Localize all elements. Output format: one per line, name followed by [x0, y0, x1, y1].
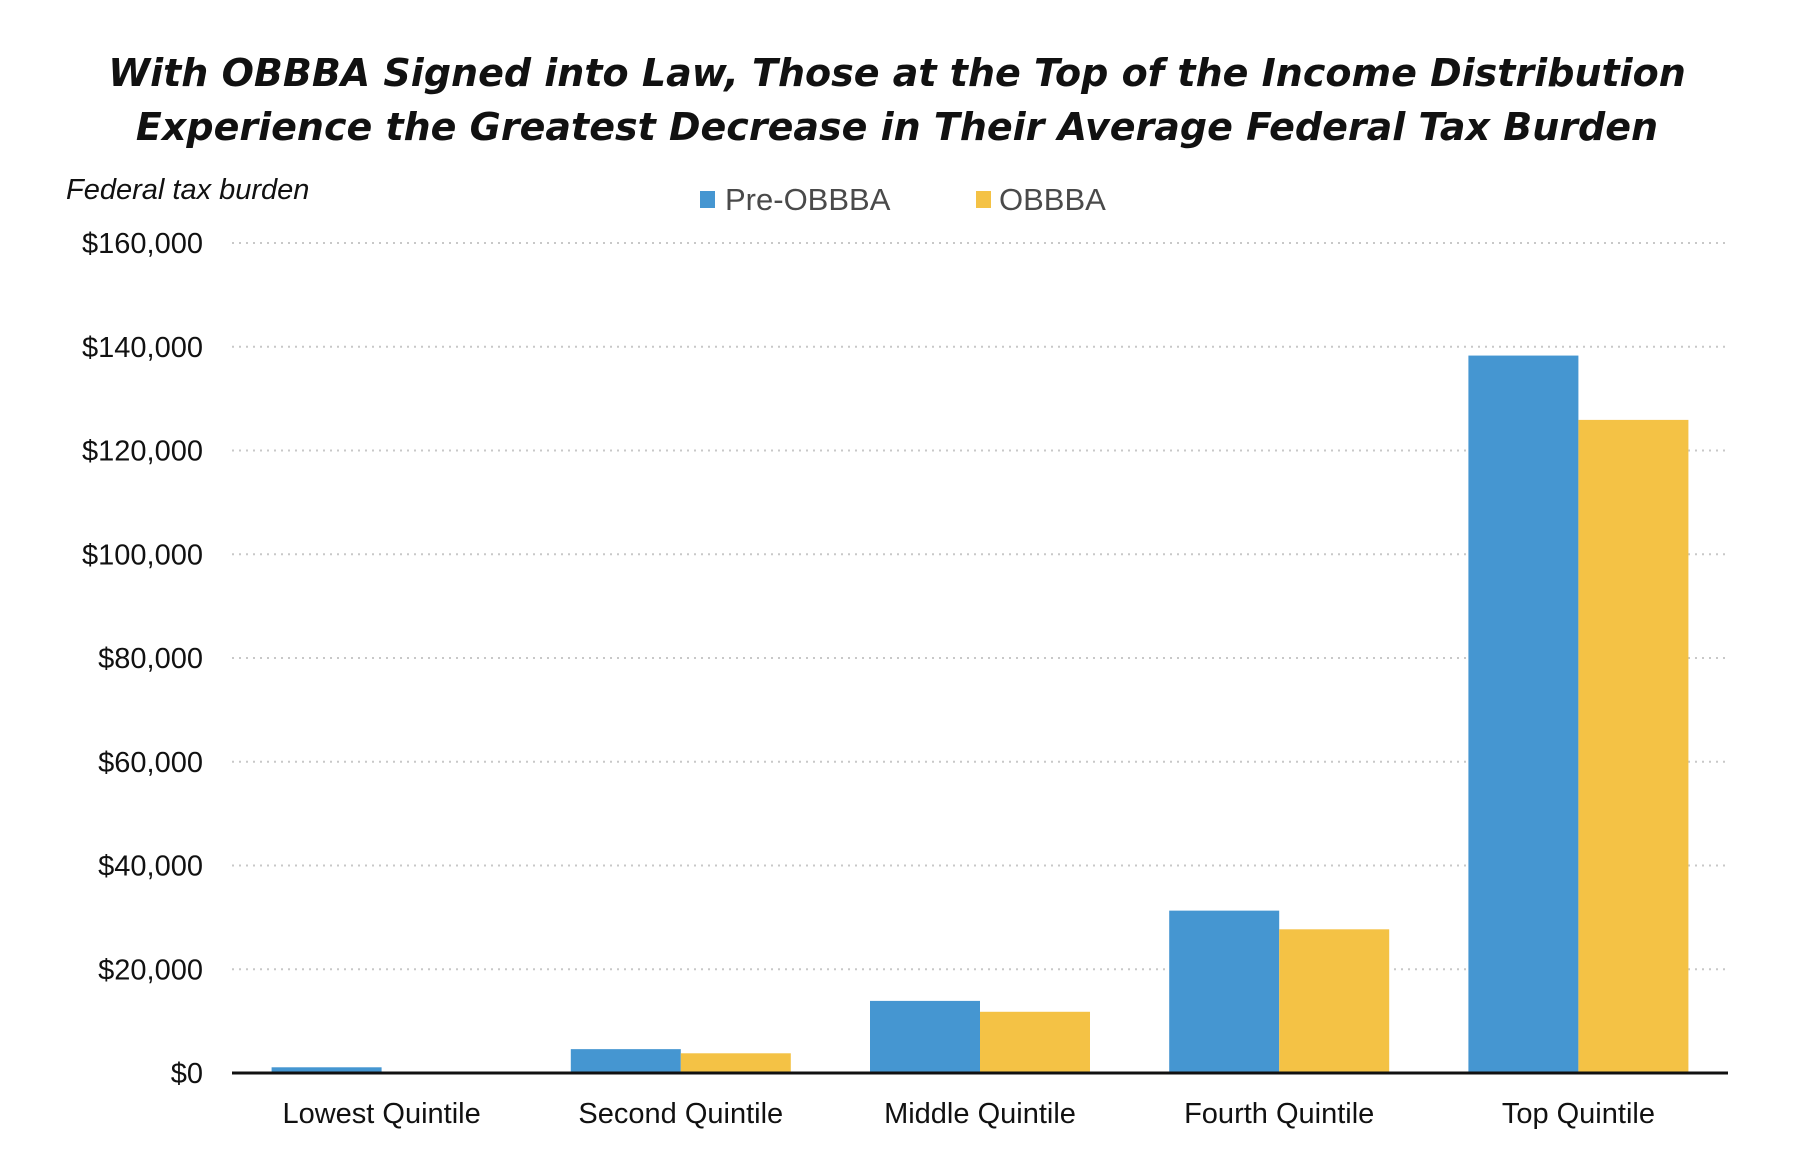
y-axis-ticks: $0 $20,000 $40,000 $60,000 $80,000 $100,000 $1… — [82, 228, 203, 1090]
bar-pre-obbba — [271, 1067, 382, 1073]
y-tick-label: $60,000 — [98, 747, 203, 779]
bar-obbba — [680, 1053, 791, 1073]
x-category-label: Lowest Quintile — [282, 1098, 480, 1130]
y-tick-label: $20,000 — [98, 954, 203, 986]
legend-label-obbba: OBBBA — [999, 182, 1106, 217]
y-tick-label: $80,000 — [98, 643, 203, 675]
legend-swatch-obbba — [976, 191, 991, 208]
y-tick-label: $140,000 — [82, 332, 203, 364]
bars — [271, 355, 1689, 1074]
x-category-label: Top Quintile — [1502, 1098, 1655, 1130]
x-axis-categories: Lowest Quintile Second Quintile Middle Qui… — [282, 1098, 1655, 1130]
chart-title: With OBBBA Signed into Law, Those at the… — [108, 51, 1686, 149]
bar-pre-obbba — [1468, 355, 1579, 1074]
bar-obbba — [1279, 929, 1390, 1073]
y-tick-label: $100,000 — [82, 539, 203, 571]
y-tick-label: $0 — [171, 1058, 203, 1090]
legend: Pre-OBBBA OBBBA — [700, 182, 1106, 217]
y-tick-label: $160,000 — [82, 228, 203, 260]
x-category-label: Second Quintile — [578, 1098, 783, 1130]
bar-obbba — [1578, 419, 1689, 1073]
chart-title-line-2: Experience the Greatest Decrease in Thei… — [136, 105, 1658, 149]
y-tick-label: $120,000 — [82, 436, 203, 468]
legend-label-pre-obbba: Pre-OBBBA — [725, 182, 891, 217]
legend-swatch-pre-obbba — [700, 191, 715, 208]
y-tick-label: $40,000 — [98, 851, 203, 883]
bar-pre-obbba — [570, 1049, 681, 1073]
x-category-label: Middle Quintile — [884, 1098, 1076, 1130]
bar-pre-obbba — [870, 1000, 980, 1073]
chart-title-line-1: With OBBBA Signed into Law, Those at the… — [108, 51, 1686, 95]
bar-pre-obbba — [1169, 910, 1280, 1073]
y-axis-label: Federal tax burden — [66, 174, 309, 206]
x-category-label: Fourth Quintile — [1184, 1098, 1374, 1130]
bar-obbba — [980, 1011, 1090, 1073]
